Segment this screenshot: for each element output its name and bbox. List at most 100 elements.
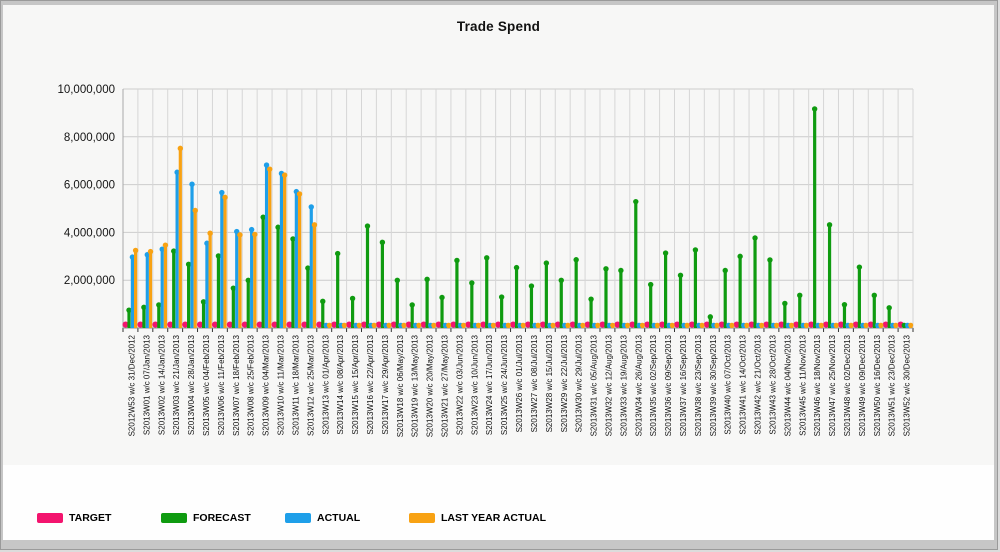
series-forecast-marker — [871, 292, 877, 299]
series-last-year-actual-marker — [311, 222, 318, 228]
x-tick-label: S2013W40 w/c 07/Oct/2013 — [724, 334, 733, 434]
series-forecast-marker — [141, 304, 147, 310]
x-tick-label: S2013W10 w/c 11/Mar/2013 — [277, 334, 286, 435]
series-last-year-actual-marker — [714, 322, 720, 328]
series-target-marker — [331, 321, 338, 328]
series-target-marker — [748, 321, 755, 328]
x-tick-label: S2013W50 w/c 16/Dec/2013 — [873, 334, 882, 436]
x-tick-label: S2013W11 w/c 18/Mar/2013 — [291, 334, 300, 435]
series-target-marker — [167, 321, 174, 328]
series-target-marker — [495, 321, 502, 328]
x-tick-label: S2013W52 w/c 30/Dec/2013 — [903, 334, 912, 436]
series-target-marker — [823, 321, 830, 328]
series-target-marker — [346, 321, 353, 328]
x-tick-label: S2013W14 w/c 08/Apr/2013 — [336, 334, 345, 434]
x-tick-label: S2013W15 w/c 15/Apr/2013 — [351, 334, 360, 434]
x-tick-label: S2013W38 w/c 23/Sep/2013 — [694, 334, 703, 436]
series-last-year-actual-marker — [788, 322, 794, 328]
legend-swatch-icon — [37, 513, 63, 523]
series-forecast-marker — [260, 214, 266, 220]
x-tick-label: S2013W34 w/c 26/Aug/2013 — [634, 334, 643, 436]
x-tick-label: S2013W09 w/c 04/Mar/2013 — [262, 334, 271, 435]
series-target-marker — [390, 321, 398, 328]
series-forecast-marker — [454, 257, 460, 264]
series-target-marker — [554, 321, 561, 328]
series-target-marker — [435, 321, 442, 328]
series-target-marker — [152, 321, 159, 328]
series-forecast-marker — [782, 300, 788, 307]
legend-swatch-icon — [409, 513, 435, 523]
series-actual-marker — [174, 169, 180, 175]
series-target-marker — [301, 321, 308, 328]
series-last-year-actual-marker — [356, 322, 362, 328]
series-target-marker — [852, 321, 860, 328]
series-last-year-actual-marker — [162, 242, 169, 248]
series-last-year-actual-marker — [207, 230, 213, 236]
chart-region: Trade Spend 2,000,000 4,000,000 6,000,000 8… — [3, 5, 994, 540]
series-target-marker — [584, 321, 591, 328]
series-target-marker — [510, 321, 517, 328]
trade-spend-chart: 2,000,000 4,000,000 6,000,000 8,000,000 10,0… — [57, 84, 914, 437]
series-last-year-actual-marker — [505, 322, 511, 328]
series-target-marker — [137, 321, 144, 328]
series-forecast-marker — [722, 267, 728, 274]
series-last-year-actual-marker — [431, 322, 437, 328]
legend-item-forecast: FORECAST — [161, 510, 251, 526]
x-tick-label: S2013W04 w/c 28/Jan/2013 — [187, 334, 196, 435]
legend-label: ACTUAL — [317, 512, 361, 524]
series-forecast-marker — [707, 314, 714, 320]
series-last-year-actual-marker — [296, 191, 303, 197]
series-forecast-marker — [811, 106, 818, 112]
y-tick-label: 6,000,000 — [64, 180, 115, 192]
series-target-marker — [867, 321, 874, 328]
series-last-year-actual-marker — [326, 322, 332, 328]
series-target-marker — [480, 321, 487, 328]
series-target-marker — [226, 321, 234, 328]
series-forecast-marker — [484, 255, 490, 261]
series-target-marker — [524, 321, 532, 328]
series-last-year-actual-marker — [684, 322, 690, 328]
series-forecast-marker — [737, 253, 743, 260]
series-target-marker — [450, 321, 457, 328]
series-forecast-marker — [633, 198, 639, 205]
x-tick-label: S2013W24 w/c 17/Jun/2013 — [485, 334, 494, 435]
series-target-marker — [539, 321, 547, 328]
series-forecast-marker — [305, 265, 311, 271]
series-forecast-marker — [618, 267, 624, 274]
series-last-year-actual-marker — [848, 322, 854, 328]
legend-item-target: TARGET — [37, 510, 111, 526]
series-last-year-actual-marker — [132, 247, 139, 254]
chart-title: Trade Spend — [456, 19, 541, 34]
series-last-year-actual-marker — [416, 322, 422, 328]
y-tick-label: 4,000,000 — [64, 227, 115, 239]
series-last-year-actual-marker — [192, 207, 198, 214]
series-forecast-marker — [692, 247, 699, 253]
x-tick-label: S2013W32 w/c 12/Aug/2013 — [604, 334, 613, 436]
series-forecast-marker — [200, 299, 207, 305]
series-target-marker — [837, 321, 845, 328]
series-actual-marker — [219, 189, 225, 196]
legend-item-actual: ACTUAL — [285, 510, 360, 526]
series-forecast-marker — [409, 302, 415, 308]
series-forecast-marker — [290, 236, 296, 242]
series-actual-marker — [189, 181, 195, 187]
series-target-marker — [703, 321, 711, 328]
series-last-year-actual-marker — [639, 322, 645, 328]
x-tick-label: S2013W39 w/c 30/Sep/2013 — [709, 334, 718, 436]
series-last-year-actual-marker — [461, 322, 467, 328]
series-last-year-actual-marker — [267, 166, 273, 172]
x-tick-label: S2012W53 w/c 31/Dec/2012 — [128, 334, 137, 436]
x-tick-label: S2013W41 w/c 14/Oct/2013 — [739, 334, 748, 434]
x-tick-label: S2013W44 w/c 04/Nov/2013 — [783, 334, 792, 436]
series-actual-marker — [234, 228, 240, 235]
series-last-year-actual-marker — [759, 322, 765, 328]
x-tick-label: S2013W01 w/c 07/Jan/2013 — [142, 334, 151, 435]
legend-label: FORECAST — [193, 512, 251, 524]
series-last-year-actual-marker — [237, 232, 243, 238]
series-last-year-actual-marker — [774, 322, 780, 328]
series-target-marker — [659, 321, 666, 328]
series-forecast-marker — [767, 257, 773, 263]
series-forecast-marker — [230, 285, 237, 291]
series-last-year-actual-marker — [520, 322, 526, 328]
legend-item-last-year-actual: LAST YEAR ACTUAL — [409, 510, 546, 526]
